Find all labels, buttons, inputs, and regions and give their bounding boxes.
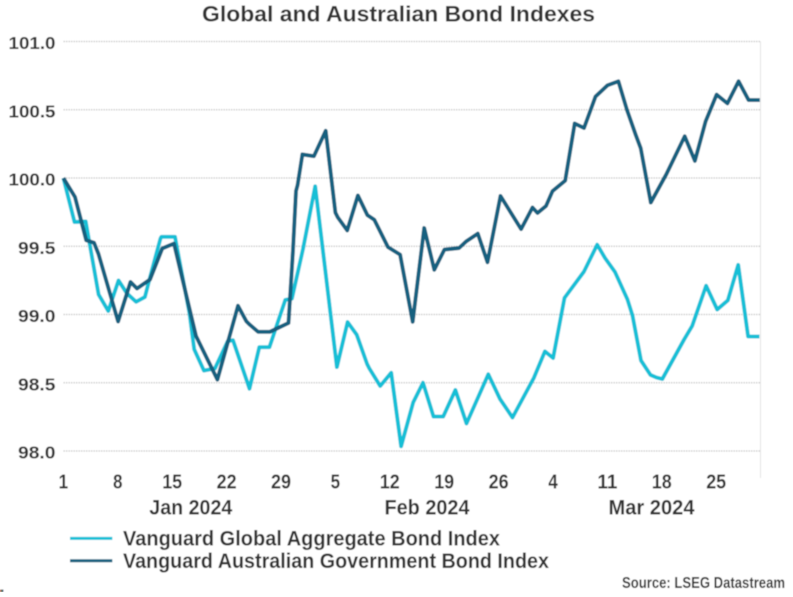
svg-text:1: 1 — [59, 471, 69, 494]
svg-text:26: 26 — [489, 471, 509, 494]
svg-text:Mar 2024: Mar 2024 — [609, 497, 695, 520]
svg-text:Jan 2024: Jan 2024 — [149, 497, 232, 520]
svg-text:18: 18 — [652, 471, 672, 494]
svg-text:100.0: 100.0 — [9, 170, 56, 190]
svg-text:22: 22 — [217, 471, 237, 494]
svg-text:19: 19 — [434, 471, 454, 494]
svg-text:11: 11 — [597, 471, 617, 494]
svg-text:29: 29 — [271, 471, 291, 494]
svg-text:99.5: 99.5 — [18, 238, 56, 258]
svg-text:Global and Australian Bond Ind: Global and Australian Bond Indexes — [202, 2, 595, 27]
svg-text:Vanguard Australian Government: Vanguard Australian Government Bond Inde… — [123, 550, 549, 573]
svg-text:8: 8 — [113, 471, 123, 494]
svg-text:Vanguard Global Aggregate Bond: Vanguard Global Aggregate Bond Index — [123, 528, 500, 551]
svg-text:5: 5 — [331, 471, 341, 494]
svg-text:4: 4 — [548, 471, 558, 494]
svg-text:101.0: 101.0 — [9, 33, 56, 53]
svg-text:12: 12 — [380, 471, 400, 494]
svg-text:15: 15 — [162, 471, 182, 494]
svg-text:98.0: 98.0 — [18, 443, 56, 463]
svg-text:Feb 2024: Feb 2024 — [385, 497, 470, 520]
svg-text:25: 25 — [706, 471, 726, 494]
svg-text:98.5: 98.5 — [18, 374, 56, 394]
svg-text:100.5: 100.5 — [9, 101, 56, 121]
svg-text:99.0: 99.0 — [18, 306, 56, 326]
svg-text:Source: LSEG Datastream: Source: LSEG Datastream — [622, 575, 785, 592]
